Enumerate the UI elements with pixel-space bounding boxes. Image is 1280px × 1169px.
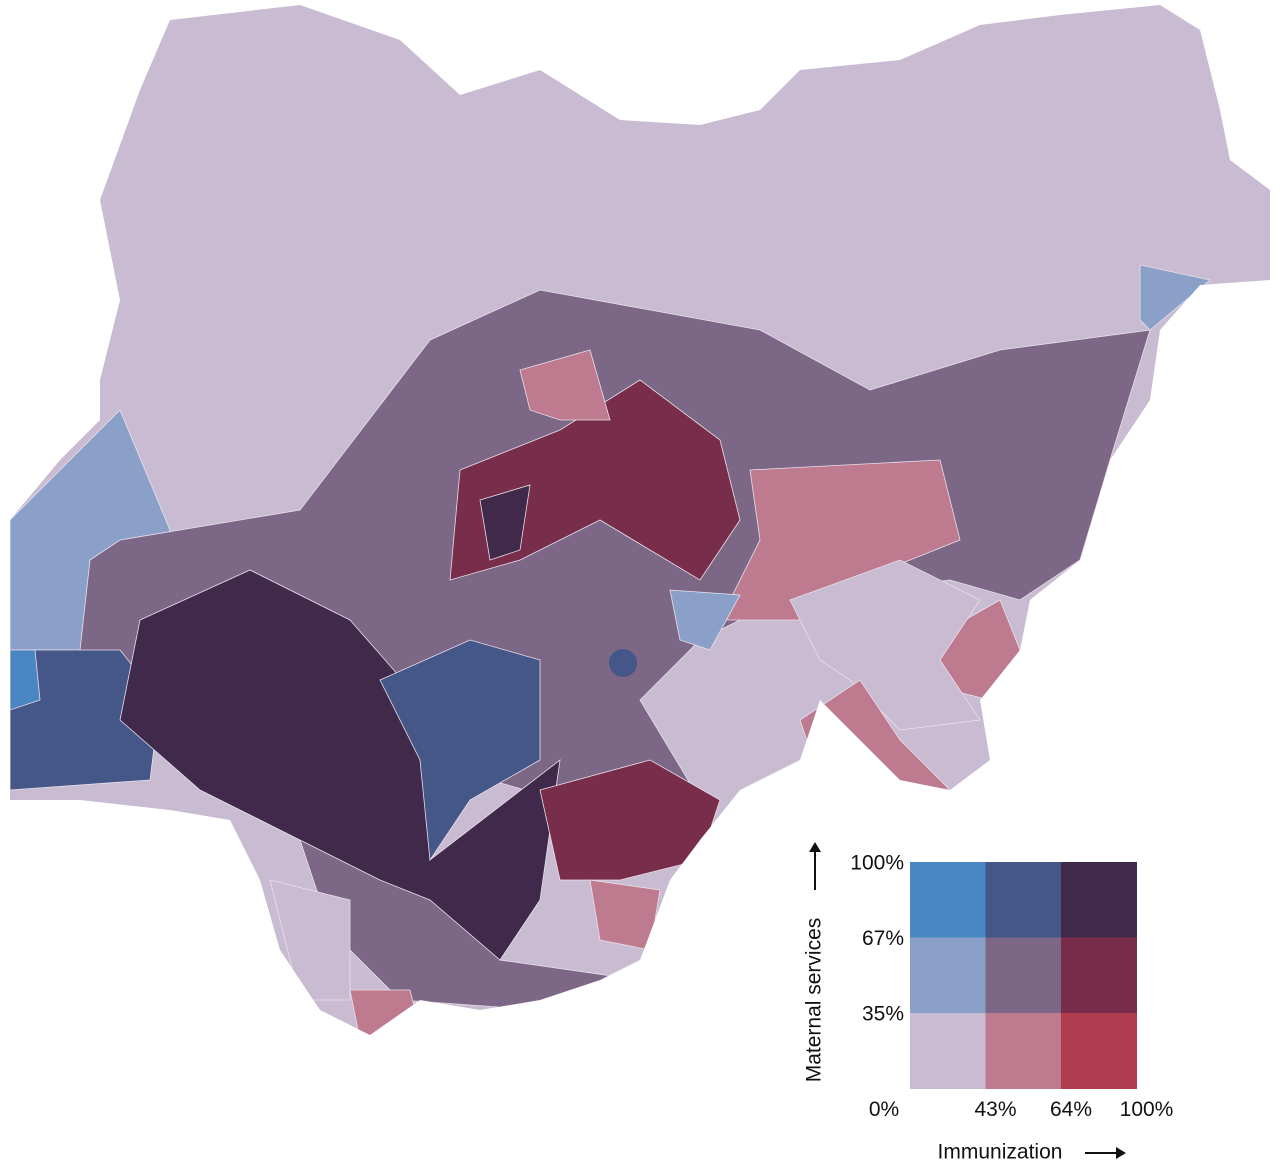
region xyxy=(1139,264,1211,331)
y-tick-label: 100% xyxy=(850,852,904,875)
y-arrowhead xyxy=(809,842,821,852)
region xyxy=(269,879,351,1001)
region xyxy=(669,589,741,651)
y-tick-label: 35% xyxy=(862,1003,904,1026)
legend: Maternal services Immunization 100% 67% 35… xyxy=(803,842,1174,1164)
y-tick-label: 67% xyxy=(862,927,904,950)
x-tick-label: 43% xyxy=(974,1098,1016,1121)
x-label: Immunization xyxy=(938,1141,1063,1164)
legend-cell xyxy=(910,862,986,938)
region xyxy=(349,989,421,1035)
legend-cell xyxy=(985,937,1062,1014)
x-tick-label: 0% xyxy=(869,1098,899,1121)
region xyxy=(379,639,541,862)
legend-cell xyxy=(910,937,986,1014)
x-tick-label: 64% xyxy=(1050,1098,1092,1121)
region xyxy=(589,879,661,951)
legend-cell xyxy=(910,1013,986,1089)
region xyxy=(119,569,561,961)
legend-cell xyxy=(1061,862,1137,938)
legend-cell xyxy=(985,1013,1062,1089)
legend-cell xyxy=(1061,937,1137,1014)
x-arrowhead xyxy=(1116,1147,1126,1159)
region xyxy=(789,559,981,731)
y-label: Maternal services xyxy=(803,918,826,1083)
x-tick-label: 100% xyxy=(1120,1098,1174,1121)
region xyxy=(609,649,637,677)
legend-cell xyxy=(985,862,1062,938)
legend-cell xyxy=(1061,1013,1137,1089)
region xyxy=(10,649,41,711)
region xyxy=(519,349,611,421)
region xyxy=(479,484,531,561)
